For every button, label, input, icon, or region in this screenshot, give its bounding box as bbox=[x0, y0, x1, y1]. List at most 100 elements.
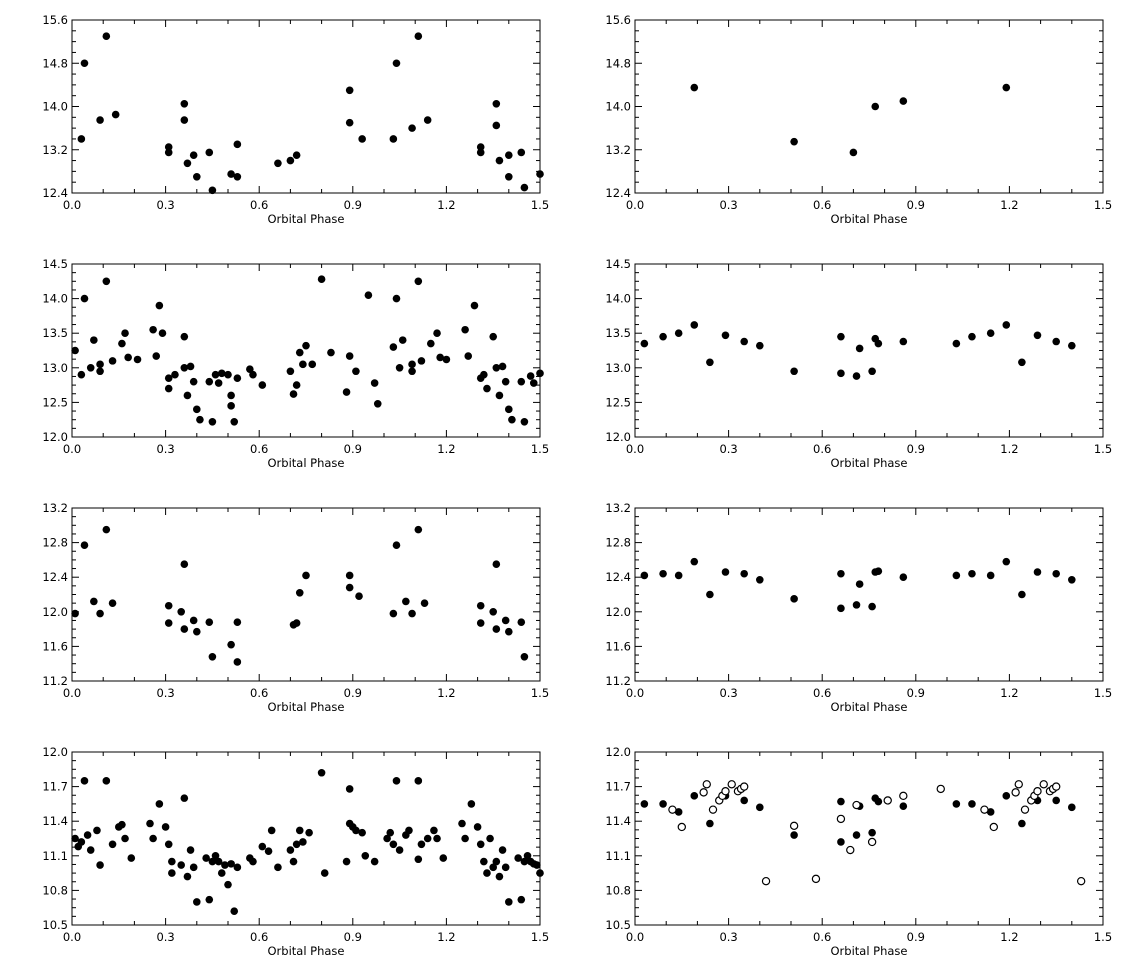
data-point bbox=[161, 823, 170, 831]
data-point bbox=[417, 357, 426, 365]
data-point bbox=[505, 898, 513, 906]
data-point bbox=[492, 121, 501, 130]
data-point bbox=[489, 332, 498, 341]
x-tick-label: 1.2 bbox=[437, 686, 455, 700]
data-point bbox=[274, 863, 282, 872]
data-point bbox=[77, 838, 86, 846]
y-tick-label: 14.0 bbox=[42, 100, 68, 114]
data-point-open bbox=[668, 805, 677, 814]
data-point bbox=[408, 360, 416, 369]
x-tick-label: 0.0 bbox=[626, 686, 644, 700]
data-point bbox=[227, 860, 235, 868]
data-point bbox=[267, 826, 276, 835]
data-point bbox=[233, 618, 242, 626]
data-point bbox=[96, 609, 104, 618]
data-point-open bbox=[699, 788, 708, 797]
data-point bbox=[505, 172, 513, 181]
data-point-open bbox=[1039, 780, 1048, 789]
data-point-open bbox=[1011, 788, 1020, 797]
data-point bbox=[442, 355, 451, 364]
data-point bbox=[536, 170, 544, 178]
y-tick-label: 12.0 bbox=[605, 430, 631, 444]
data-point bbox=[264, 847, 273, 855]
data-point-open bbox=[883, 796, 892, 805]
data-point bbox=[205, 895, 214, 904]
data-point bbox=[533, 861, 541, 869]
x-tick-label: 0.6 bbox=[250, 930, 268, 944]
data-point bbox=[837, 569, 845, 578]
data-point bbox=[361, 852, 370, 860]
data-point-open bbox=[708, 805, 718, 814]
x-tick-label: 0.3 bbox=[156, 686, 174, 700]
y-tick-label: 13.2 bbox=[42, 501, 68, 515]
data-point bbox=[80, 541, 89, 549]
data-point bbox=[492, 560, 501, 569]
data-point bbox=[414, 525, 423, 534]
x-tick-label: 1.5 bbox=[1094, 930, 1112, 944]
y-tick-label: 12.0 bbox=[42, 430, 68, 444]
data-point bbox=[721, 568, 730, 576]
data-point bbox=[249, 857, 257, 866]
data-point bbox=[127, 854, 136, 862]
data-point bbox=[292, 151, 301, 159]
data-point bbox=[193, 898, 201, 906]
data-point bbox=[93, 826, 101, 835]
data-point bbox=[483, 384, 491, 393]
data-point bbox=[180, 625, 189, 633]
data-point bbox=[495, 156, 504, 165]
data-point bbox=[523, 852, 532, 860]
data-point bbox=[305, 828, 313, 837]
data-point bbox=[1002, 557, 1011, 566]
data-point bbox=[756, 803, 764, 812]
data-point bbox=[233, 658, 242, 666]
data-point bbox=[86, 364, 95, 372]
data-point-open bbox=[867, 837, 877, 847]
data-point bbox=[1018, 358, 1026, 367]
data-point bbox=[740, 569, 748, 578]
data-point bbox=[489, 863, 498, 872]
data-point bbox=[205, 377, 214, 386]
x-tick-label: 0.9 bbox=[907, 442, 925, 456]
data-point bbox=[467, 800, 476, 808]
data-point bbox=[414, 277, 423, 286]
y-tick-label: 13.5 bbox=[42, 326, 68, 340]
data-point bbox=[227, 402, 235, 410]
data-point bbox=[286, 846, 295, 854]
data-point bbox=[417, 840, 426, 849]
data-point bbox=[221, 861, 229, 869]
data-point bbox=[96, 360, 104, 369]
data-point bbox=[874, 339, 883, 348]
data-point-open bbox=[936, 784, 945, 794]
data-point bbox=[90, 336, 98, 344]
y-tick-label: 14.8 bbox=[605, 56, 631, 70]
data-point bbox=[1033, 568, 1042, 576]
data-point bbox=[501, 863, 510, 872]
data-point bbox=[852, 601, 861, 609]
data-point bbox=[492, 99, 501, 108]
data-point bbox=[492, 625, 501, 633]
data-point bbox=[489, 608, 498, 616]
data-point bbox=[146, 819, 154, 828]
panel-4: 0.0 0.3 0.6 0.9 1.2 1.5 12.0 12.5 13.0 13.5 14.0 14… bbox=[605, 257, 1112, 470]
data-point bbox=[345, 352, 354, 360]
x-tick-label: 0.3 bbox=[156, 442, 174, 456]
y-tick-label: 10.8 bbox=[42, 883, 68, 897]
data-point bbox=[189, 377, 198, 386]
y-tick-label: 13.5 bbox=[605, 326, 631, 340]
x-tick-label: 0.0 bbox=[63, 442, 81, 456]
data-point bbox=[517, 148, 526, 157]
data-point bbox=[90, 597, 98, 606]
data-point bbox=[177, 861, 185, 869]
data-point bbox=[392, 294, 401, 303]
series-1 bbox=[71, 525, 529, 666]
data-point bbox=[164, 374, 173, 382]
data-point-open bbox=[852, 800, 861, 810]
data-point bbox=[121, 834, 129, 843]
y-tick-label: 11.7 bbox=[605, 780, 631, 794]
x-tick-label: 1.2 bbox=[1000, 930, 1018, 944]
data-point bbox=[395, 364, 404, 372]
data-point bbox=[392, 59, 401, 68]
x-axis-title: Orbital Phase bbox=[267, 456, 344, 470]
data-point bbox=[96, 367, 104, 376]
y-tick-label: 14.8 bbox=[42, 56, 68, 70]
